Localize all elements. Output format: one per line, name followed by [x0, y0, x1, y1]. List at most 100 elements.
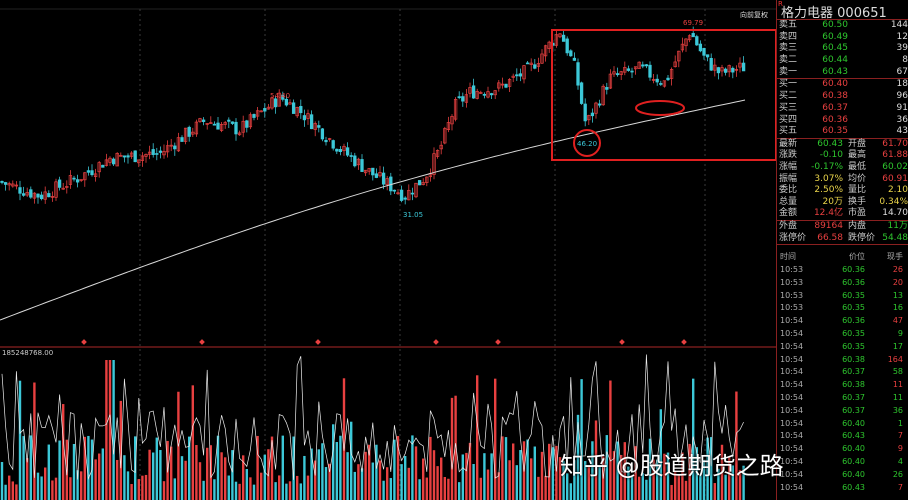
- kline-chart[interactable]: [0, 0, 776, 500]
- level-volume: 12: [896, 31, 908, 42]
- quote-value: 61.70: [882, 138, 908, 149]
- tick-price: 60.37: [842, 405, 865, 415]
- volume-bar: [173, 478, 176, 500]
- level-volume: 18: [896, 79, 908, 90]
- volume-bar: [335, 442, 338, 500]
- candle-body: [651, 79, 656, 81]
- candle-body: [306, 113, 310, 119]
- volume-bar: [656, 459, 659, 500]
- candle-body: [446, 122, 451, 131]
- tick-price: 60.40: [842, 444, 865, 454]
- candle-body: [273, 98, 278, 108]
- order-book-row[interactable]: 卖四 60.49 12: [777, 32, 908, 44]
- volume-bar: [260, 472, 263, 500]
- volume-bar: [404, 455, 407, 500]
- order-book-row[interactable]: 卖一 60.43 67: [777, 67, 908, 79]
- candle-body: [511, 75, 515, 78]
- volume-bar: [699, 475, 702, 500]
- order-book-row[interactable]: 卖三 60.45 39: [777, 43, 908, 55]
- candle-body: [216, 122, 220, 130]
- adjust-label[interactable]: 向前复权: [740, 11, 768, 19]
- candle-body: [57, 179, 62, 188]
- quote-value: 2.10: [887, 185, 908, 196]
- quote-value: 61.88: [882, 150, 908, 161]
- candle-body: [255, 110, 260, 117]
- volume-bar: [702, 459, 706, 500]
- quote-key: 振幅: [779, 173, 798, 184]
- quote-row: 委比 2.50% 量比 2.10: [777, 185, 908, 197]
- candle-body: [0, 180, 4, 183]
- tick-volume: 13: [892, 290, 903, 300]
- volume-bar: [580, 379, 583, 500]
- level-price: 60.43: [822, 66, 848, 77]
- volume-bar: [123, 455, 126, 500]
- volume-bar: [735, 391, 738, 500]
- volume-bar: [310, 448, 313, 500]
- tick-price: 60.37: [842, 392, 865, 402]
- volume-bar: [8, 475, 11, 500]
- volume-bar: [54, 477, 58, 500]
- annotation-high1: 54.40: [270, 92, 291, 100]
- order-book-row[interactable]: 买五 60.35 43: [777, 126, 908, 138]
- order-book-row[interactable]: 买三 60.37 91: [777, 103, 908, 115]
- signal-marker: [495, 339, 501, 345]
- candle-body: [403, 197, 407, 200]
- volume-bar: [83, 436, 86, 500]
- volume-bar: [688, 443, 691, 500]
- level-price: 60.38: [822, 91, 848, 102]
- volume-bar: [206, 447, 209, 500]
- candle-body: [68, 175, 73, 185]
- candle-body: [583, 103, 587, 122]
- volume-bar: [119, 400, 122, 500]
- candle-body: [439, 144, 443, 150]
- quote-stats: 最新 60.43 开盘 61.70 涨跌 -0.10 最高 61.88 涨幅 -0.17% 最低 60…: [777, 138, 908, 222]
- volume-bar: [80, 471, 83, 500]
- candle-body: [61, 187, 65, 190]
- volume-bar: [339, 435, 342, 500]
- candle-body: [317, 125, 321, 128]
- candle-body: [533, 64, 537, 69]
- tick-volume: 11: [892, 392, 903, 402]
- level-volume: 43: [896, 126, 908, 137]
- volume-readout: 185248768.00: [2, 349, 54, 357]
- candle-body: [299, 106, 303, 114]
- candle-body: [731, 67, 735, 73]
- candle-body: [90, 170, 94, 176]
- volume-bar: [94, 459, 97, 500]
- order-book-row[interactable]: 卖五 60.50 144: [777, 20, 908, 32]
- candle-body: [302, 115, 307, 121]
- quote-key: 总量: [779, 196, 798, 207]
- level-volume: 144: [890, 20, 908, 30]
- tick-price: 60.40: [842, 418, 865, 428]
- tick-row: 10:53 60.35 16: [777, 302, 908, 315]
- candle-body: [569, 50, 573, 57]
- tick-volume: 164: [887, 354, 903, 364]
- candle-body: [129, 152, 134, 157]
- quote-value: -0.10: [819, 150, 843, 161]
- quote-value: 89164: [814, 221, 843, 232]
- candle-body: [223, 122, 227, 125]
- order-book-row[interactable]: 买二 60.38 96: [777, 91, 908, 103]
- tick-row: 10:54 60.35 9: [777, 328, 908, 341]
- candle-body: [126, 155, 130, 158]
- candle-body: [378, 172, 382, 177]
- volume-bar: [620, 455, 623, 500]
- tick-list: 10:53 60.36 26 10:53 60.36 20 10:53 60.35 13 10:5…: [777, 264, 908, 494]
- tick-price: 60.35: [842, 290, 865, 300]
- candle-body: [677, 50, 681, 62]
- candle-body: [673, 61, 677, 68]
- signal-marker: [199, 339, 205, 345]
- order-book-row[interactable]: 买四 60.36 36: [777, 115, 908, 127]
- order-book-row[interactable]: 卖二 60.44 8: [777, 55, 908, 67]
- tick-volume: 20: [892, 277, 903, 287]
- volume-bar: [519, 450, 522, 500]
- tick-time: 10:54: [780, 482, 804, 492]
- candle-body: [349, 155, 353, 157]
- order-book-row[interactable]: 买一 60.40 18: [777, 79, 908, 91]
- quote-value: 66.58: [817, 232, 843, 243]
- volume-bar: [26, 458, 29, 500]
- volume-bar: [72, 443, 76, 500]
- volume-bar: [213, 479, 216, 500]
- candle-body: [47, 193, 51, 198]
- candle-body: [327, 138, 332, 140]
